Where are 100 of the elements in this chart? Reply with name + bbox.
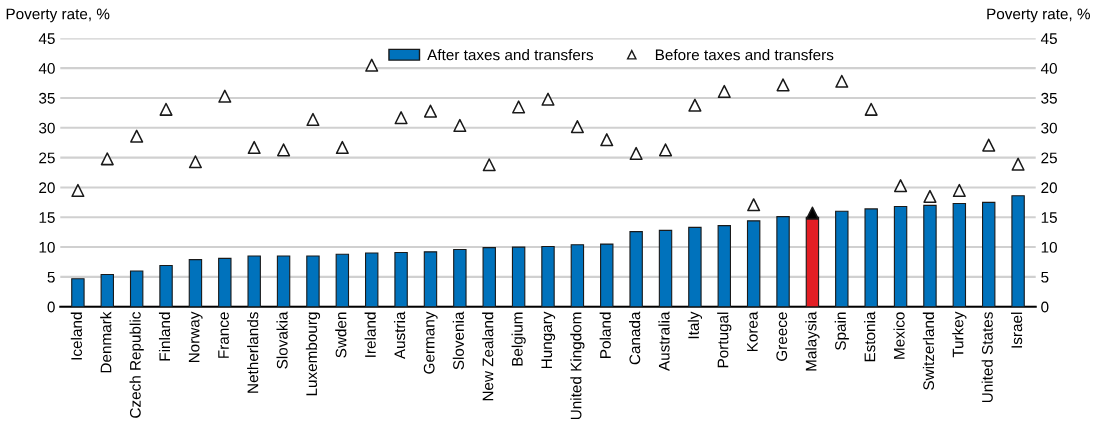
x-tick-label: France (218, 312, 229, 358)
bar (923, 204, 937, 307)
bar (276, 255, 291, 307)
x-tick-label: Korea (747, 311, 758, 352)
x-tick-label: New Zealand (482, 312, 494, 401)
bar (364, 252, 379, 307)
y-tick-label: 15 (39, 212, 55, 223)
point (688, 98, 702, 112)
bar (600, 243, 614, 307)
point (130, 129, 144, 143)
y-tick-label: 30 (39, 122, 55, 134)
x-tick-label: Estonia (864, 311, 876, 362)
point (71, 183, 85, 197)
point (365, 58, 379, 72)
bar (1011, 195, 1025, 307)
x-tick-label: Austria (393, 311, 406, 360)
y2-tick-label: 20 (1041, 182, 1057, 194)
bar (981, 201, 996, 307)
bar (658, 229, 673, 307)
y-tick-label: 40 (38, 63, 55, 74)
point (805, 206, 820, 220)
x-tick-label: Germany (423, 311, 438, 374)
x-tick-label: Slovakia (276, 311, 288, 369)
x-tick-label: Spain (834, 312, 849, 350)
bar (746, 220, 761, 307)
bar (335, 253, 350, 307)
y2-tick-label: 25 (1041, 152, 1057, 164)
bar (776, 216, 790, 307)
bar (100, 273, 115, 307)
point (423, 104, 438, 118)
y2-tick-label: 40 (1040, 63, 1057, 74)
point (100, 152, 114, 166)
point (159, 102, 173, 116)
point (982, 138, 996, 152)
y2-tick-label: 10 (1041, 241, 1057, 253)
y2-tick-label: 30 (1041, 122, 1057, 134)
y2-tick-label: 5 (1041, 271, 1049, 283)
x-tick-label: Denmark (100, 311, 112, 373)
x-tick-label: United States (981, 312, 993, 403)
y2-axis-title: Poverty rate, % (987, 8, 1090, 23)
point (218, 89, 232, 103)
point (923, 189, 937, 203)
y-tick-label: 5 (47, 271, 55, 283)
bar (247, 255, 261, 307)
bar (541, 245, 555, 307)
bar (129, 270, 144, 307)
point (747, 198, 761, 212)
x-tick-label: Poland (599, 312, 611, 358)
bar (835, 210, 849, 307)
point (276, 143, 291, 157)
bar (952, 202, 967, 307)
x-tick-label: Mexico (893, 312, 905, 359)
x-tick-label: Italy (687, 311, 703, 339)
y-tick-label: 20 (39, 182, 55, 194)
bar (629, 231, 643, 307)
x-tick-label: Netherlands (247, 312, 259, 393)
point (835, 74, 849, 88)
x-tick-label: Portugal (717, 312, 732, 368)
y2-tick-label: 15 (1041, 212, 1057, 223)
bar (570, 244, 585, 307)
bar (893, 205, 908, 307)
point (453, 118, 467, 132)
x-tick-label: Greece (776, 312, 788, 361)
x-tick-label: United Kingdom (570, 312, 585, 420)
x-tick-label: Hungary (541, 311, 556, 369)
y2-tick-label: 45 (1040, 33, 1057, 45)
bar (306, 255, 320, 307)
bar (717, 225, 732, 307)
bar (218, 257, 232, 307)
x-tick-label: Swden (335, 312, 347, 358)
bar (511, 246, 526, 307)
point (394, 111, 408, 125)
x-tick-label: Belgium (511, 312, 526, 366)
point (512, 100, 526, 114)
x-tick-label: Malaysia (805, 311, 820, 371)
point (335, 140, 349, 155)
x-tick-label: Finland (158, 312, 171, 361)
bar (864, 208, 878, 307)
point (717, 84, 731, 98)
bar (688, 226, 702, 307)
point (306, 112, 320, 127)
y-tick-label: 10 (39, 241, 55, 253)
point (864, 102, 878, 116)
bar (188, 259, 203, 307)
legend-label: After taxes and transfers (427, 49, 594, 61)
y-tick-label: 45 (38, 33, 55, 45)
x-tick-label: Turkey (952, 311, 967, 358)
bar (453, 248, 467, 307)
point (776, 78, 790, 92)
point (188, 155, 203, 169)
point (629, 146, 643, 161)
x-tick-label: Ireland (364, 312, 376, 357)
y-axis-title: Poverty rate, % (6, 8, 110, 23)
y-tick-label: 25 (39, 152, 55, 164)
x-tick-label: Slovenia (452, 311, 464, 370)
y2-tick-label: 35 (1041, 92, 1057, 104)
x-tick-label: Luxembourg (305, 312, 321, 396)
x-tick-label: Iceland (70, 312, 83, 360)
legend-label: Before taxes and transfers (655, 49, 834, 61)
bar (394, 251, 408, 307)
